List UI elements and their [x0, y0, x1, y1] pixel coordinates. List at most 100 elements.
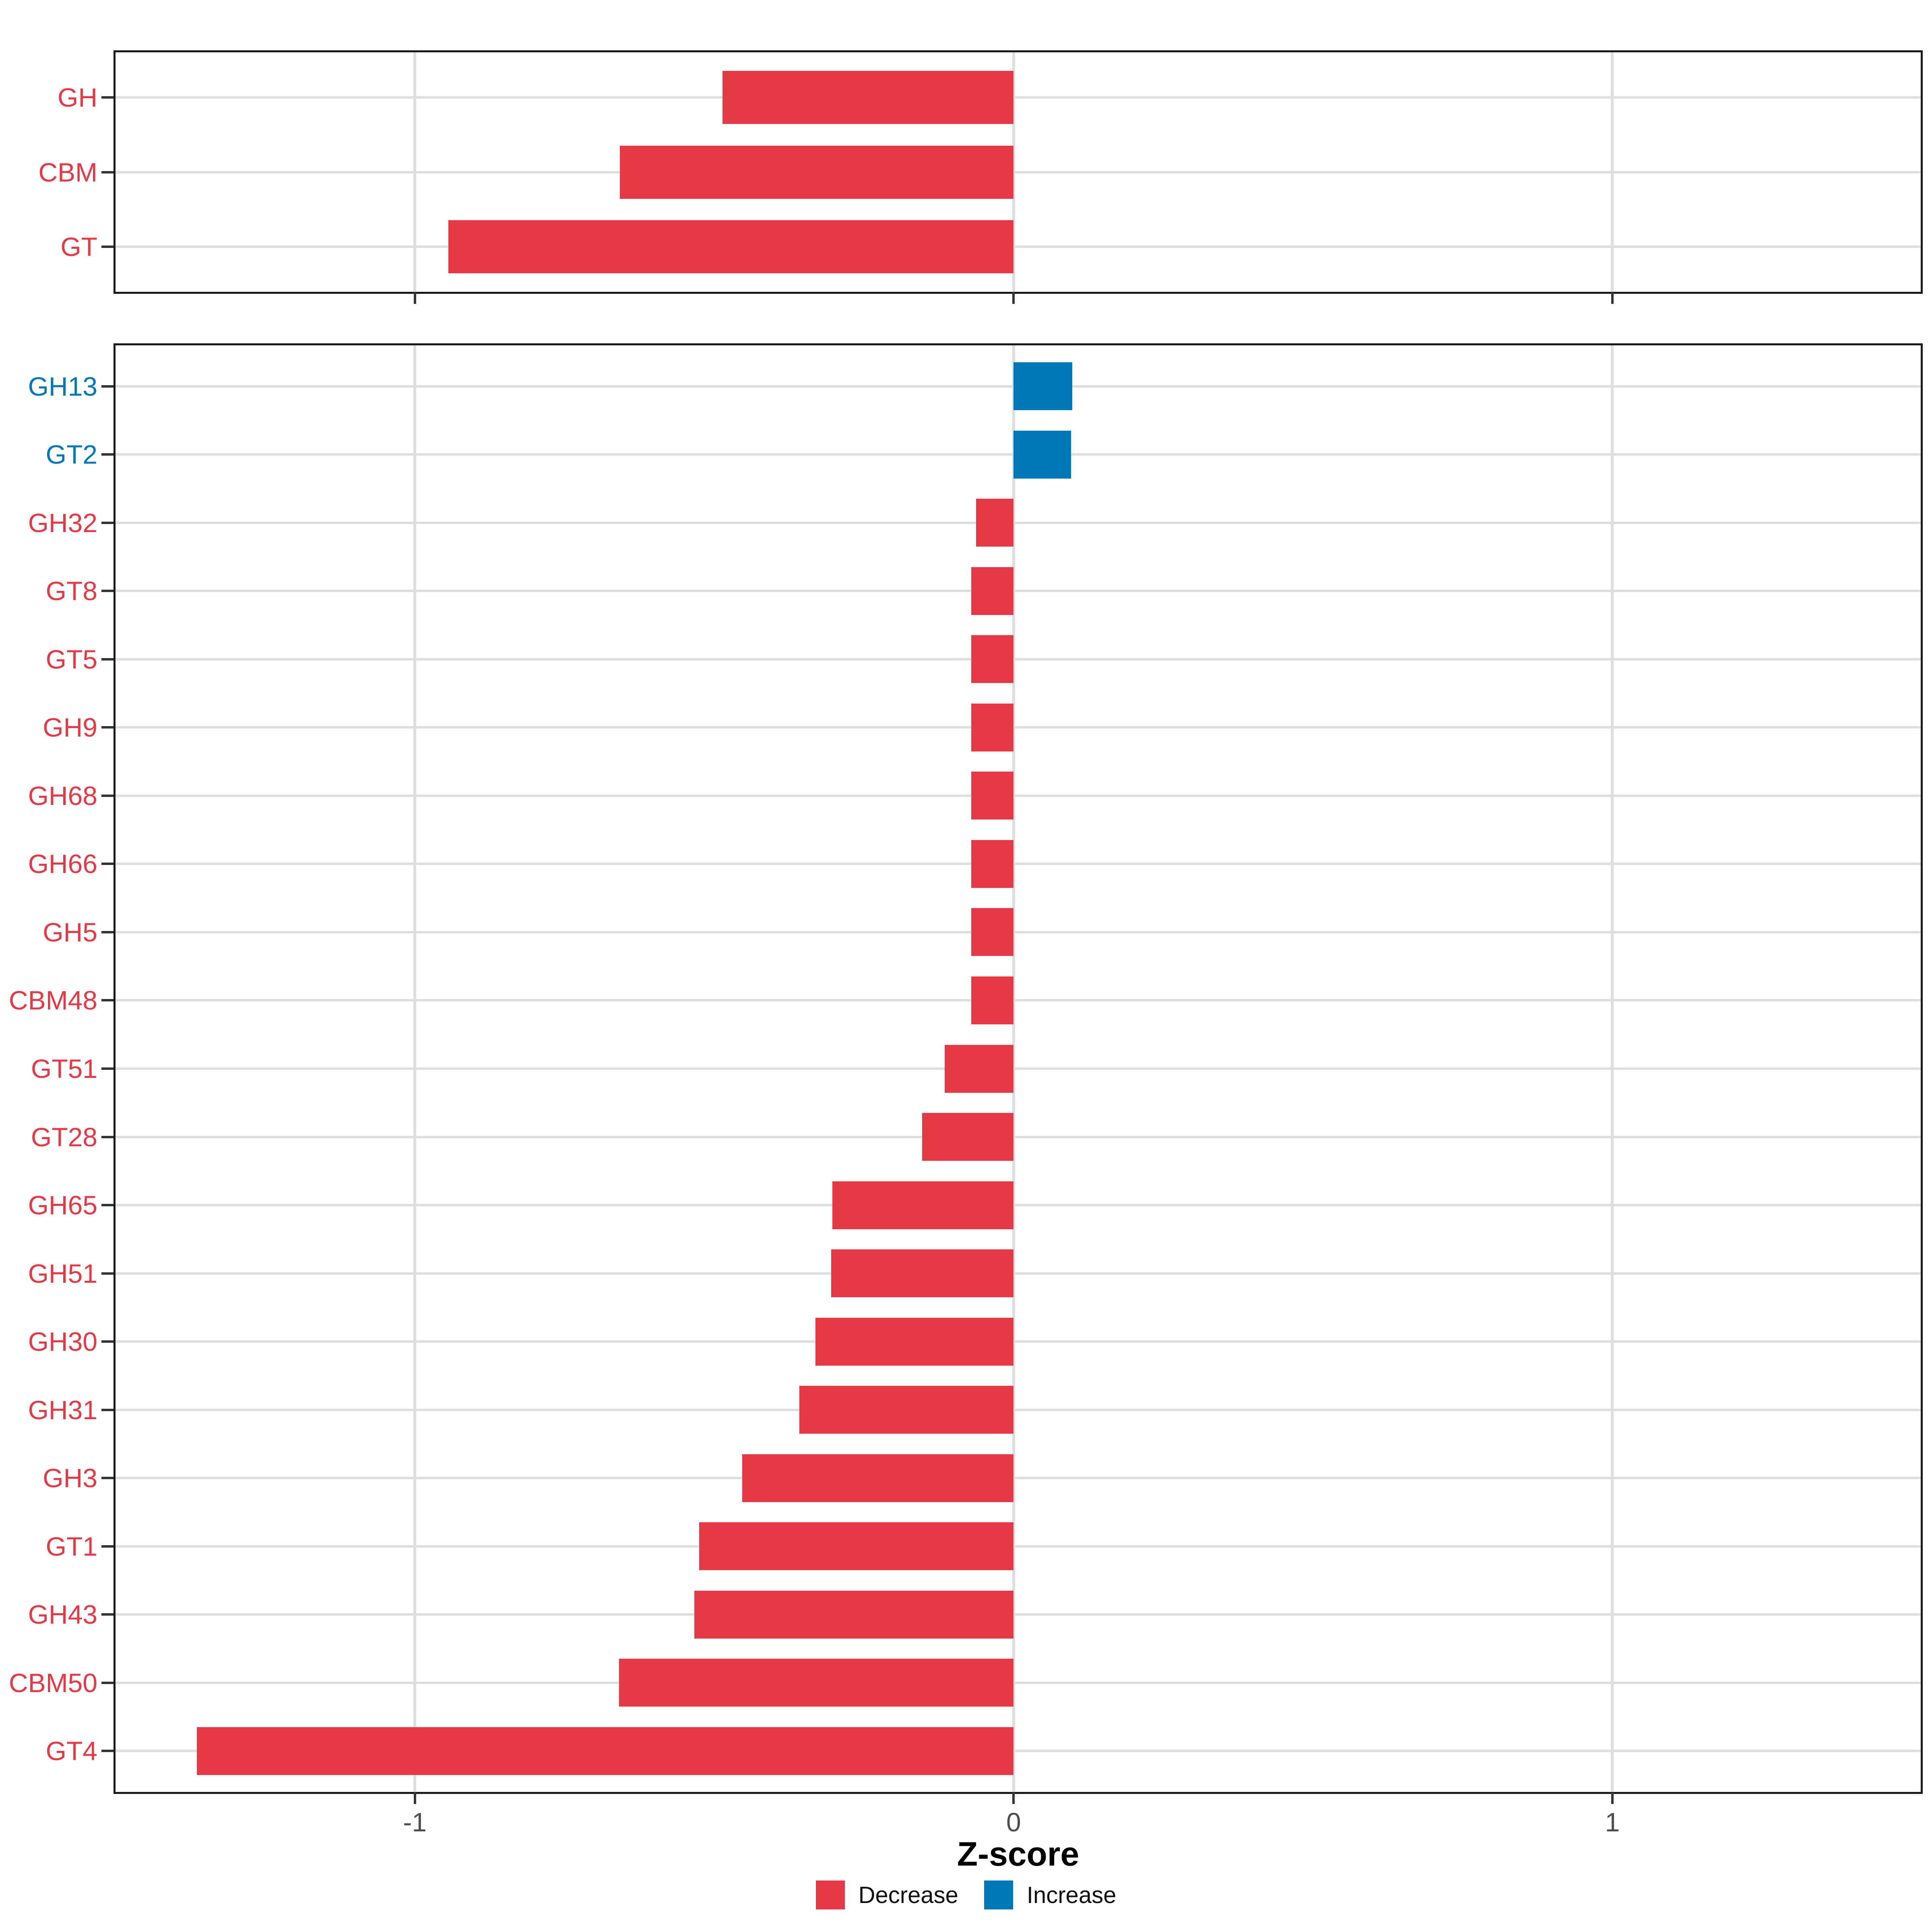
y-tick-mark — [101, 863, 114, 865]
bar-gt8 — [971, 567, 1014, 615]
legend-key-increase — [984, 1880, 1013, 1909]
category-label-gt5: GT5 — [45, 644, 97, 674]
y-tick-mark — [101, 1613, 114, 1616]
category-label-gt8: GT8 — [45, 576, 97, 606]
bar-gt2 — [1013, 430, 1071, 479]
y-tick-mark — [101, 794, 114, 797]
bar-gt1 — [699, 1522, 1014, 1571]
bar-gh9 — [971, 703, 1014, 751]
y-tick-mark — [101, 453, 114, 456]
bar-gt5 — [971, 635, 1014, 683]
x-tick-mark — [413, 292, 416, 304]
y-gridline — [116, 794, 1921, 797]
category-label-gh5: GH5 — [43, 917, 97, 947]
y-tick-mark — [101, 1272, 114, 1275]
category-label-gh65: GH65 — [28, 1190, 97, 1220]
y-tick-mark — [101, 1067, 114, 1070]
y-tick-mark — [101, 999, 114, 1002]
legend-item-increase: Increase — [984, 1880, 1116, 1909]
category-label-gh51: GH51 — [28, 1258, 97, 1288]
y-gridline — [116, 1272, 1921, 1275]
y-gridline — [116, 999, 1921, 1002]
category-label-gt4: GT4 — [45, 1736, 97, 1766]
y-gridline — [116, 1135, 1921, 1138]
x-tick-mark — [1611, 1792, 1614, 1804]
y-gridline — [116, 171, 1921, 173]
bar-cbm — [619, 145, 1014, 199]
bar-gh66 — [971, 840, 1014, 888]
x-tick-label: 1 — [1605, 1807, 1620, 1837]
y-tick-mark — [101, 1750, 114, 1752]
x-tick-mark — [1012, 292, 1015, 304]
category-label-gh31: GH31 — [28, 1395, 97, 1425]
y-tick-mark — [101, 171, 114, 173]
legend: Decrease Increase — [0, 1880, 1932, 1909]
y-tick-mark — [101, 1204, 114, 1207]
bar-gh13 — [1013, 362, 1073, 411]
bar-gh68 — [971, 772, 1014, 820]
category-label-cbm48: CBM48 — [8, 985, 97, 1016]
y-gridline — [116, 1204, 1921, 1207]
y-gridline — [116, 1340, 1921, 1343]
category-label-gh68: GH68 — [28, 780, 97, 811]
bar-gh30 — [815, 1317, 1014, 1366]
y-gridline — [116, 658, 1921, 661]
bar-gh43 — [694, 1590, 1014, 1639]
y-tick-mark — [101, 1545, 114, 1548]
bar-gt4 — [197, 1727, 1014, 1775]
x-tick-label: -1 — [403, 1807, 427, 1837]
legend-label: Decrease — [858, 1882, 958, 1908]
category-label-gt: GT — [60, 232, 97, 262]
y-tick-mark — [101, 1340, 114, 1343]
y-tick-mark — [101, 1135, 114, 1138]
y-gridline — [116, 1408, 1921, 1411]
legend-label: Increase — [1026, 1882, 1117, 1908]
y-tick-mark — [101, 1477, 114, 1480]
x-tick-mark — [413, 1792, 416, 1804]
bar-cbm48 — [971, 976, 1014, 1024]
y-gridline — [116, 1681, 1921, 1684]
category-label-gh9: GH9 — [43, 712, 97, 743]
y-gridline — [116, 1750, 1921, 1752]
y-tick-mark — [101, 385, 114, 388]
category-label-gt28: GT28 — [31, 1122, 97, 1152]
y-tick-mark — [101, 931, 114, 933]
y-tick-mark — [101, 246, 114, 248]
y-tick-mark — [101, 96, 114, 99]
y-gridline — [116, 96, 1921, 99]
y-tick-mark — [101, 1408, 114, 1411]
bar-gt — [448, 220, 1014, 274]
category-label-gh43: GH43 — [28, 1600, 97, 1630]
y-gridline — [116, 590, 1921, 592]
bar-gt28 — [922, 1113, 1014, 1161]
bar-gh32 — [976, 499, 1014, 547]
bar-gh5 — [971, 908, 1014, 956]
category-label-gt51: GT51 — [31, 1054, 97, 1084]
bar-gh3 — [742, 1454, 1014, 1502]
y-gridline — [116, 521, 1921, 524]
y-gridline — [116, 1477, 1921, 1480]
category-label-gh30: GH30 — [28, 1327, 97, 1357]
x-axis-title: Z-score — [957, 1835, 1080, 1873]
bar-cbm50 — [619, 1659, 1014, 1707]
legend-item-decrease: Decrease — [815, 1880, 958, 1909]
y-gridline — [116, 863, 1921, 865]
legend-key-decrease — [815, 1880, 845, 1909]
x-tick-mark — [1611, 292, 1614, 304]
category-label-gh32: GH32 — [28, 508, 97, 538]
y-gridline — [116, 246, 1921, 248]
bar-gh31 — [799, 1386, 1014, 1434]
x-tick-mark — [1012, 1792, 1015, 1804]
y-tick-mark — [101, 521, 114, 524]
y-gridline — [116, 1067, 1921, 1070]
category-label-gt2: GT2 — [45, 440, 97, 470]
bar-gh — [722, 70, 1014, 124]
category-label-gh: GH — [58, 82, 97, 112]
bottom-panel: GH13 GT2 GH32 GT8 GT5 GH9 GH68 GH66 GH5 CBM48 GT51… — [9, 343, 1923, 1837]
y-gridline — [116, 1545, 1921, 1548]
y-tick-mark — [101, 726, 114, 729]
bar-gt51 — [945, 1044, 1014, 1093]
y-tick-mark — [101, 1681, 114, 1684]
category-label-gh13: GH13 — [28, 371, 97, 401]
